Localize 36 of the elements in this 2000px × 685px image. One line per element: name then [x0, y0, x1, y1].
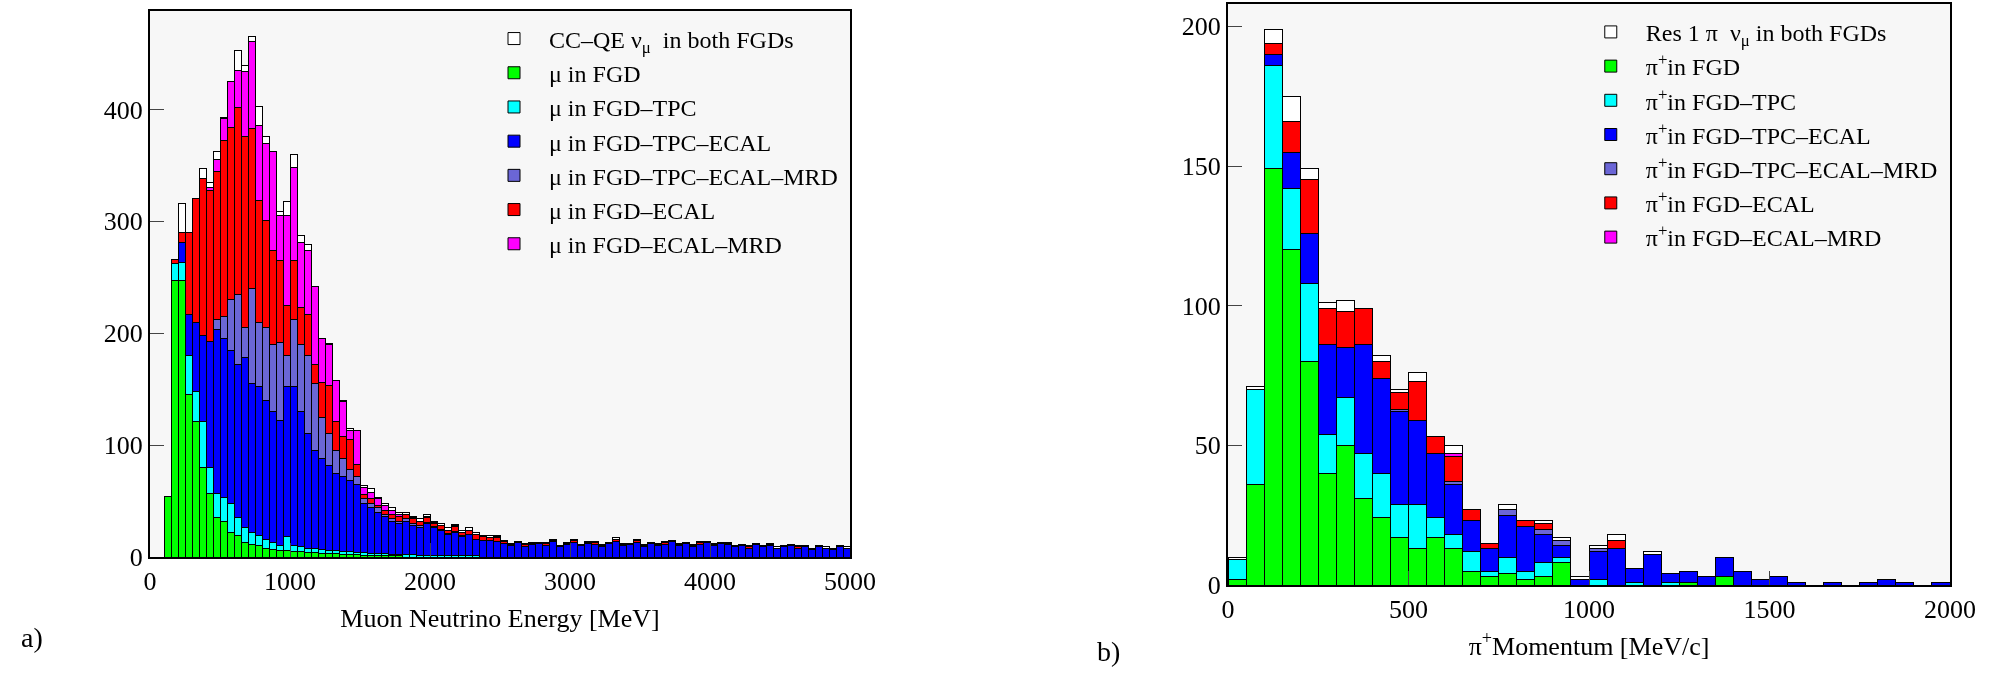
y-tick-label: 200	[103, 319, 143, 349]
legend-label: μ in FGD–TPC–ECAL–MRD	[549, 163, 838, 190]
legend-label: μ in FGD–ECAL	[549, 197, 716, 224]
y-tick-label: 100	[1181, 291, 1221, 321]
y-tick-label: 300	[103, 207, 143, 237]
legend-label: π$^{+}$in FGD–TPC–ECAL	[1645, 118, 1871, 149]
y-tick-label: 50	[1194, 431, 1221, 461]
x-axis-title: Muon Neutrino Energy [MeV]	[340, 604, 660, 634]
y-tick-label: 100	[103, 431, 143, 461]
text: a)	[21, 622, 43, 653]
x-tick-label: 2000	[404, 567, 456, 597]
legend-label: μ in FGD–TPC–ECAL	[549, 129, 772, 156]
legend-label: Res 1 π ν$_{μ}$ in both FGDs	[1645, 20, 1887, 51]
x-tick-label: 1500	[1743, 595, 1796, 625]
x-tick-label: 1000	[1563, 595, 1615, 625]
legend-label: μ in FGD	[549, 61, 641, 88]
y-tick-label: 0	[129, 543, 143, 573]
legend-label: π$^{+}$in FGD–TPC	[1645, 84, 1797, 115]
x-tick-label: 3000	[544, 567, 596, 597]
y-tick-label: 200	[1181, 12, 1221, 42]
x-tick-label: 4000	[684, 567, 736, 597]
legend-label: CC–QE ν$_{μ}$ in both FGDs	[549, 26, 794, 57]
x-tick-label: 1000	[264, 567, 316, 597]
legend-label: μ in FGD–ECAL–MRD	[549, 232, 782, 259]
x-tick-label: 500	[1389, 595, 1428, 625]
legend-label: π$^{+}$in FGD–ECAL–MRD	[1645, 221, 1882, 252]
legend-label: μ in FGD–TPC	[549, 95, 697, 122]
legend-label: π$^{+}$in FGD–TPC–ECAL–MRD	[1645, 152, 1938, 184]
legend-label: π$^{+}$in FGD–ECAL	[1645, 187, 1815, 218]
text: b)	[1097, 636, 1121, 667]
x-tick-label: 2000	[1924, 595, 1976, 625]
legend-label: π$^{+}$in FGD	[1645, 50, 1741, 81]
y-tick-label: 150	[1181, 152, 1221, 182]
y-tick-label: 400	[103, 95, 143, 125]
x-tick-label: 5000	[824, 567, 876, 597]
x-axis-title: π$^{+}$Momentum [MeV/c]	[1468, 628, 1710, 662]
